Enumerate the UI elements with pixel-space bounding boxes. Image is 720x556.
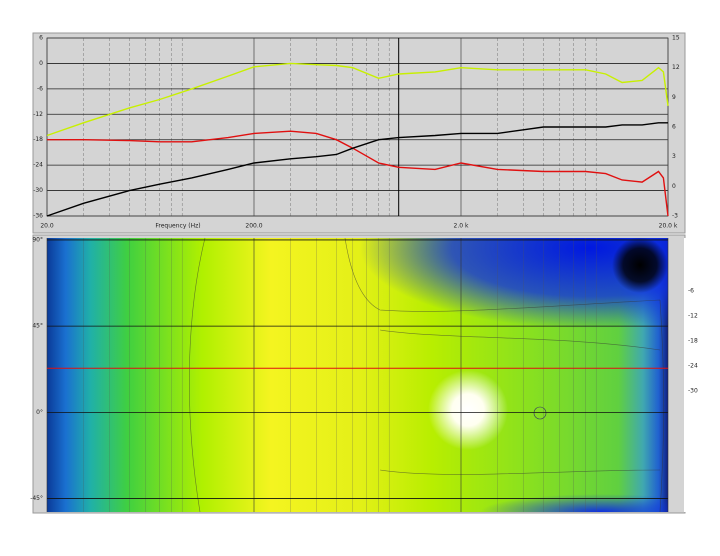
series-line [46,62,669,137]
colorbar-label: -12 [688,313,698,320]
contour [189,237,665,513]
colorbar-label: -6 [688,288,694,295]
x-axis-label: Frequency (Hz) [155,223,200,230]
y-tick-label: -45° [30,495,43,502]
colorbar [684,238,720,512]
y2-tick-label: -3 [672,213,678,220]
y-tick-label: 0° [36,409,43,416]
series-line [46,122,668,217]
colorbar-label: -24 [688,363,698,370]
y-tick-label: 45° [32,323,43,330]
x-tick-label: 2.0 k [454,223,469,230]
top-panel [32,32,686,234]
y2-tick-label: 12 [672,64,680,71]
y-tick-label: -18 [33,136,43,143]
colorbar-label: -30 [688,388,698,395]
plot-frame [46,37,669,217]
y-tick-label: 0 [39,60,43,67]
x-tick-label: 200.0 [245,223,262,230]
plot: 90° 45° 0° -45° -6 -12 -18 -24 -30 [30,236,720,512]
heatmap-region [460,480,668,512]
colorbar-label: -18 [688,338,698,345]
y-tick-label: 6 [39,35,43,42]
y-tick-label: -36 [33,213,43,220]
y-tick-label: -12 [33,111,43,118]
y2-tick-label: 0 [672,183,676,190]
plot: 20.0 200.0 2.0 k 20.0 k60-6-12-18-24-30-361… [33,35,680,230]
heatmap-region [600,238,668,298]
y-tick-label: -24 [33,162,43,169]
y2-tick-label: 9 [672,94,676,101]
y-tick-label: -6 [37,85,43,92]
y2-tick-label: 15 [672,35,680,42]
contour [533,406,547,420]
x-tick-label: 20.0 k [659,223,678,230]
y-tick-label: -30 [33,187,43,194]
series-line [47,130,669,217]
y2-tick-label: 6 [672,124,676,131]
y-tick-label: 90° [32,236,43,243]
x-tick-label: 20.0 [40,223,54,230]
y2-tick-label: 3 [672,153,676,160]
